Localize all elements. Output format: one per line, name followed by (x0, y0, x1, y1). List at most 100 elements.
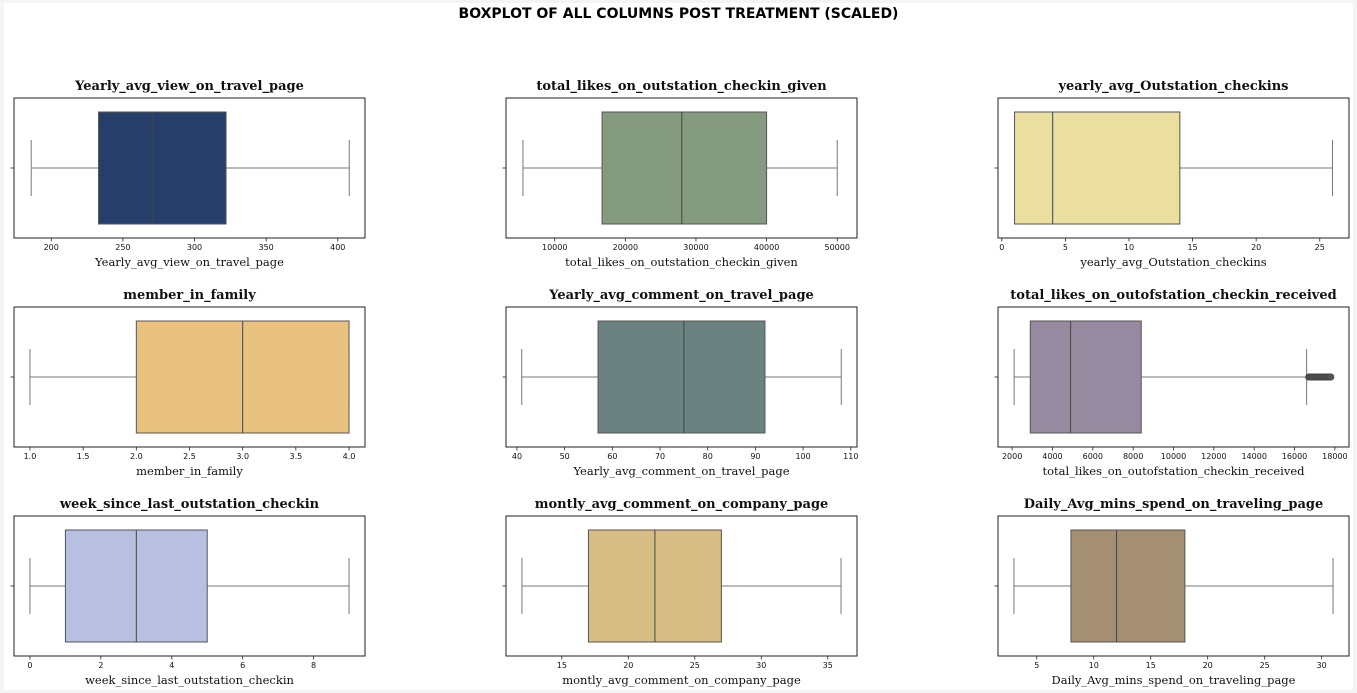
x-tick-label: 1.0 (24, 452, 37, 461)
axes-frame (505, 97, 858, 239)
x-axis-label: total_likes_on_outofstation_checkin_rece… (1042, 464, 1305, 478)
x-tick-label: 8000 (1123, 452, 1143, 461)
boxplot-svg: 40 50 60 70 80 90 100 110 (502, 306, 858, 461)
axes-frame (505, 515, 858, 657)
x-tick-label: 20000 (613, 243, 638, 252)
boxplot-panel: total_likes_on_outofstation_checkin_rece… (994, 288, 1350, 478)
x-tick-label: 1.5 (77, 452, 90, 461)
x-tick-label: 70 (655, 452, 665, 461)
x-tick-label: 6 (240, 661, 245, 670)
panel-title: Yearly_avg_view_on_travel_page (75, 79, 304, 94)
x-tick-label: 16000 (1282, 452, 1307, 461)
x-tick-label: 350 (259, 243, 274, 252)
x-tick-label: 10 (1089, 661, 1099, 670)
x-tick-label: 6000 (1083, 452, 1103, 461)
axes-frame (505, 306, 858, 448)
boxplot-svg: 0 5 10 15 20 25 (994, 97, 1350, 252)
x-tick-label: 0 (27, 661, 32, 670)
boxplot-svg: 200 250 300 350 400 (10, 97, 366, 252)
boxplot-svg: 5 10 15 20 25 30 (994, 515, 1350, 670)
x-tick-label: 20 (623, 661, 633, 670)
x-tick-label: 25 (1315, 243, 1325, 252)
boxplot-panel: Daily_Avg_mins_spend_on_traveling_page Da… (994, 497, 1350, 687)
boxplot-panel: week_since_last_outstation_checkin week_s… (10, 497, 366, 687)
x-tick-label: 100 (795, 452, 810, 461)
x-tick-label: 4 (169, 661, 174, 670)
x-tick-label: 25 (1260, 661, 1270, 670)
boxplot-panel: member_in_family member_in_family 1.0 1.5 2.… (10, 288, 366, 478)
x-tick-label: 2.0 (130, 452, 143, 461)
x-axis-label: montly_avg_comment_on_company_page (562, 673, 801, 687)
x-tick-label: 60 (607, 452, 617, 461)
axes-frame (997, 515, 1350, 657)
x-tick-label: 2 (98, 661, 103, 670)
panel-title: Yearly_avg_comment_on_travel_page (549, 288, 814, 303)
x-axis-label: Daily_Avg_mins_spend_on_traveling_page (1051, 673, 1296, 687)
panel-title: week_since_last_outstation_checkin (59, 497, 320, 512)
x-tick-label: 110 (843, 452, 858, 461)
x-tick-label: 50 (560, 452, 570, 461)
x-tick-label: 15 (1146, 661, 1156, 670)
iqr-box (1029, 320, 1142, 434)
figure-suptitle: BOXPLOT OF ALL COLUMNS POST TREATMENT (S… (458, 6, 899, 22)
iqr-box (597, 320, 766, 434)
x-tick-label: 30000 (683, 243, 708, 252)
iqr-box (98, 111, 227, 225)
x-axis-label: yearly_avg_Outstation_checkins (1080, 255, 1267, 269)
x-tick-label: 3.0 (236, 452, 249, 461)
boxplot-svg: 15 20 25 30 35 (502, 515, 858, 670)
x-tick-label: 20 (1203, 661, 1213, 670)
x-axis-label: week_since_last_outstation_checkin (85, 673, 294, 687)
x-tick-label: 40000 (754, 243, 779, 252)
x-tick-label: 15 (1187, 243, 1197, 252)
x-tick-label: 10000 (1161, 452, 1186, 461)
x-tick-label: 80 (703, 452, 713, 461)
x-tick-label: 250 (115, 243, 130, 252)
x-tick-label: 300 (187, 243, 202, 252)
boxplot-panel: yearly_avg_Outstation_checkins yearly_avg… (994, 79, 1350, 269)
x-tick-label: 2.5 (183, 452, 196, 461)
panel-title: member_in_family (123, 288, 256, 303)
x-tick-label: 35 (823, 661, 833, 670)
axes-frame (13, 97, 366, 239)
x-tick-label: 90 (750, 452, 760, 461)
x-axis-label: total_likes_on_outstation_checkin_given (565, 255, 798, 269)
x-tick-label: 10 (1124, 243, 1134, 252)
x-tick-label: 50000 (824, 243, 849, 252)
x-tick-label: 10000 (542, 243, 567, 252)
boxplot-svg: 2000 4000 6000 8000 10000 12000 14000 16000 1800… (994, 306, 1350, 461)
boxplot-panel: Yearly_avg_view_on_travel_page Yearly_avg… (10, 79, 366, 269)
boxplot-svg: 1.0 1.5 2.0 2.5 3.0 3.5 4.0 (10, 306, 366, 461)
x-tick-label: 5 (1034, 661, 1039, 670)
x-axis-label: Yearly_avg_view_on_travel_page (95, 255, 284, 269)
iqr-box (601, 111, 768, 225)
panel-title: total_likes_on_outofstation_checkin_rece… (1010, 288, 1337, 303)
panel-title: montly_avg_comment_on_company_page (534, 497, 829, 512)
x-tick-label: 40 (512, 452, 522, 461)
x-tick-label: 2000 (1002, 452, 1022, 461)
x-tick-label: 30 (1317, 661, 1327, 670)
boxplot-svg: 10000 20000 30000 40000 50000 (502, 97, 858, 252)
x-tick-label: 200 (44, 243, 59, 252)
x-tick-label: 3.5 (289, 452, 302, 461)
outlier-point (1327, 373, 1335, 381)
boxplot-svg: 0 2 4 6 8 (10, 515, 366, 670)
x-tick-label: 30 (756, 661, 766, 670)
x-axis-label: Yearly_avg_comment_on_travel_page (573, 464, 790, 478)
x-tick-label: 12000 (1201, 452, 1226, 461)
x-tick-label: 25 (690, 661, 700, 670)
axes-frame (997, 97, 1350, 239)
x-tick-label: 14000 (1241, 452, 1266, 461)
x-tick-label: 400 (330, 243, 345, 252)
x-tick-label: 15 (557, 661, 567, 670)
x-tick-label: 0 (999, 243, 1004, 252)
x-tick-label: 20 (1251, 243, 1261, 252)
x-tick-label: 5 (1063, 243, 1068, 252)
x-tick-label: 4.0 (343, 452, 356, 461)
panel-title: yearly_avg_Outstation_checkins (1058, 79, 1289, 94)
panel-title: total_likes_on_outstation_checkin_given (536, 79, 827, 94)
axes-frame (13, 515, 366, 657)
x-tick-label: 4000 (1042, 452, 1062, 461)
